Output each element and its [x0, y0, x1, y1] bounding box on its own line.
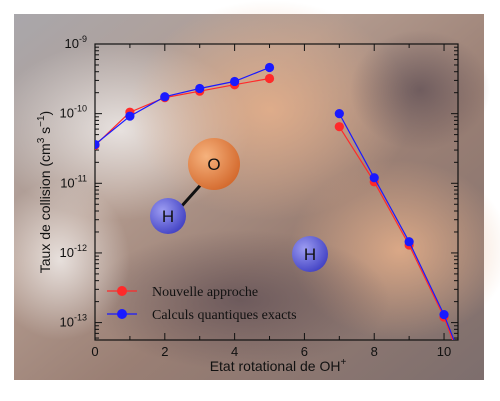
- x-tick-label: 6: [301, 344, 308, 359]
- series-line-0: [95, 77, 270, 146]
- plot-frame: [94, 43, 459, 341]
- series-point-0: [264, 73, 275, 84]
- series-point-1: [230, 76, 240, 87]
- x-tick-label: 10: [437, 344, 451, 359]
- hydrogen-label: H: [162, 207, 174, 226]
- legend-label-red: Nouvelle approche: [152, 285, 258, 300]
- legend: Nouvelle approche Calculs quantiques exa…: [107, 285, 297, 323]
- series-point-1: [369, 173, 379, 183]
- legend-label-blue: Calculs quantiques exacts: [152, 308, 297, 323]
- series-point-0: [334, 122, 344, 132]
- hydrogen-label: H: [304, 245, 316, 264]
- series-point-1: [439, 310, 449, 320]
- molecule-oh: O H: [150, 138, 240, 234]
- legend-marker-red: [117, 286, 127, 296]
- series-point-1: [95, 139, 100, 150]
- x-tick-label: 8: [371, 344, 378, 359]
- series-line-1: [95, 66, 270, 145]
- y-tick-label: 10-13: [60, 313, 87, 330]
- hydrogen-atom: [292, 236, 328, 272]
- y-tick-label: 10-10: [60, 104, 87, 121]
- axis-tick-labels: 0 2 4 6 8 10 10-9 10-10 10-11 10-12 10-13: [60, 34, 452, 359]
- series-point-1: [404, 237, 414, 247]
- legend-marker-blue: [117, 309, 127, 319]
- nebula-background: [0, 0, 500, 380]
- oxygen-atom: [188, 138, 240, 190]
- y-tick-label: 10-11: [60, 173, 87, 190]
- x-tick-label: 4: [231, 344, 238, 359]
- series-point-1: [195, 83, 205, 94]
- y-tick-label: 10-12: [60, 243, 87, 260]
- series-layer: [95, 62, 455, 340]
- y-axis-label: Taux de collision (cm3 s−1): [36, 111, 53, 273]
- hydrogen-atom-free: H: [292, 236, 328, 272]
- series-point-1: [125, 111, 135, 121]
- x-tick-label: 2: [161, 344, 168, 359]
- hydrogen-atom: [150, 198, 186, 234]
- oxygen-label: O: [207, 155, 220, 174]
- x-tick-label: 0: [91, 344, 98, 359]
- y-tick-label: 10-9: [65, 34, 87, 51]
- series-point-1: [264, 62, 275, 73]
- series-point-1: [160, 92, 170, 102]
- x-axis-label: Etat rotational de OH+: [210, 357, 347, 374]
- series-point-1: [334, 109, 344, 119]
